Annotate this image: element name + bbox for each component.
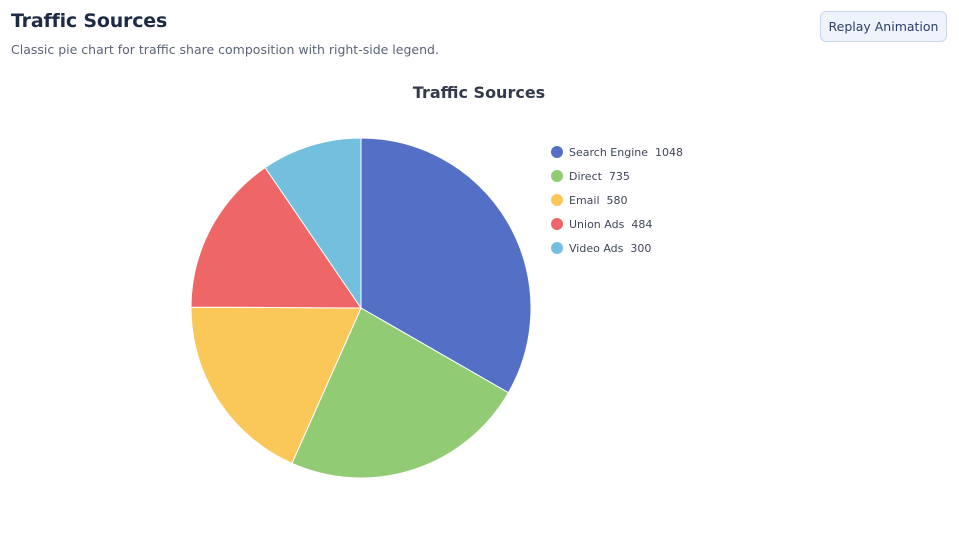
legend-swatch (551, 194, 563, 206)
pie-slices (190, 137, 532, 479)
page-subtitle: Classic pie chart for traffic share comp… (11, 42, 439, 57)
legend-item-direct[interactable]: Direct 735 (551, 170, 630, 183)
legend-swatch (551, 146, 563, 158)
pie-slice-search-engine[interactable] (360, 137, 532, 394)
legend-swatch (551, 242, 563, 254)
legend-swatch (551, 170, 563, 182)
legend-label: Direct 735 (569, 170, 630, 183)
legend-label: Email 580 (569, 194, 628, 207)
legend-item-union-ads[interactable]: Union Ads 484 (551, 218, 652, 231)
chart-legend: Search Engine 1048 Direct 735 Email 580 Uni… (551, 146, 683, 255)
legend-item-video-ads[interactable]: Video Ads 300 (551, 242, 651, 255)
legend-label: Video Ads 300 (569, 242, 651, 255)
pie-slice-direct[interactable] (291, 307, 510, 479)
pie-slice-video-ads[interactable] (264, 137, 362, 310)
legend-item-search-engine[interactable]: Search Engine 1048 (551, 146, 683, 159)
page-title: Traffic Sources (11, 10, 168, 32)
legend-label: Search Engine 1048 (569, 146, 683, 159)
legend-item-email[interactable]: Email 580 (551, 194, 628, 207)
pie-slice-email[interactable] (190, 306, 362, 465)
chart-title: Traffic Sources (413, 83, 545, 102)
pie-slice-union-ads[interactable] (190, 166, 362, 309)
legend-label: Union Ads 484 (569, 218, 652, 231)
legend-swatch (551, 218, 563, 230)
replay-animation-button[interactable]: Replay Animation (820, 11, 947, 42)
